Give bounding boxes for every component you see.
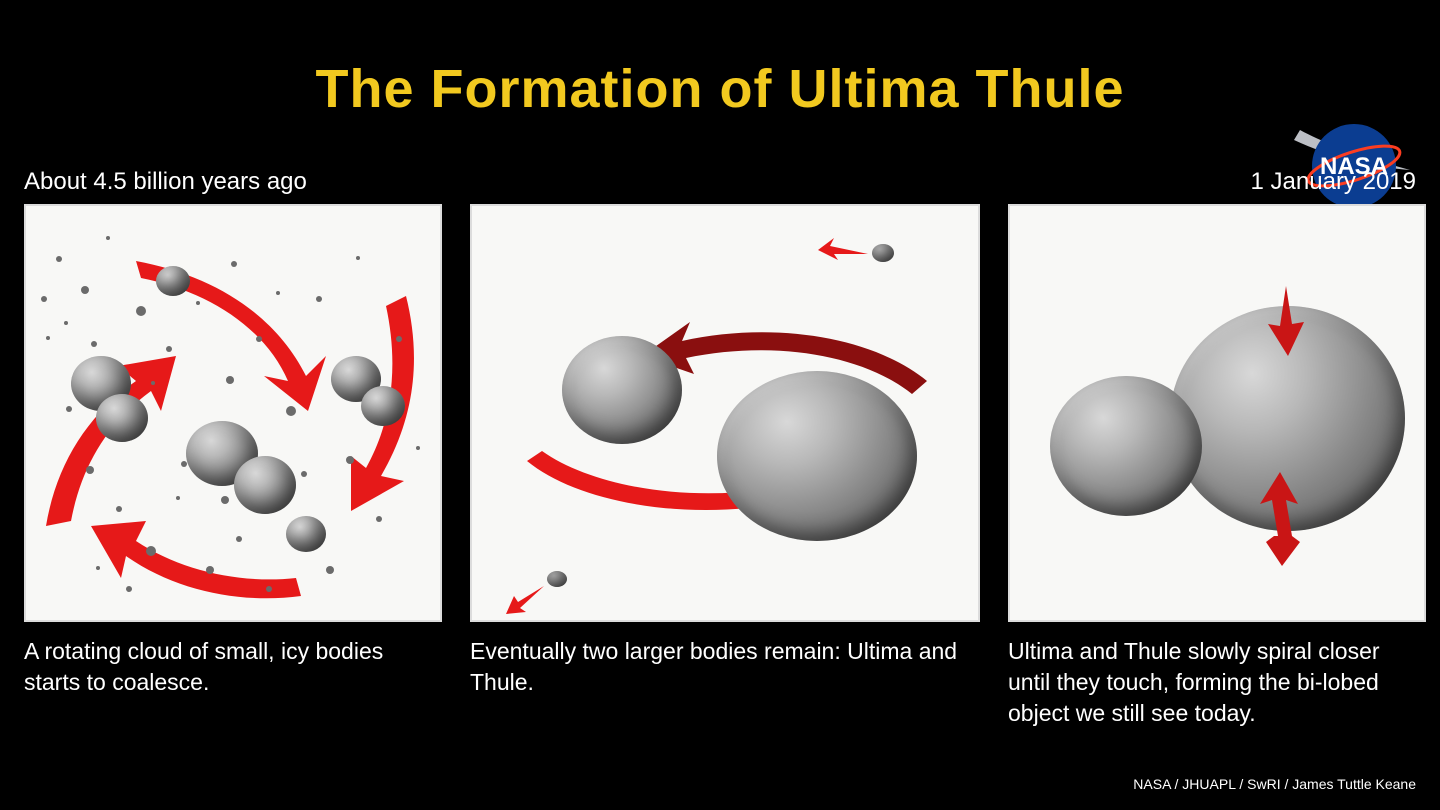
debris-dot: [326, 566, 334, 574]
debris-dot: [231, 261, 237, 267]
debris-dot: [206, 566, 214, 574]
panel-caption: Eventually two larger bodies remain: Ult…: [470, 636, 980, 698]
debris-dot: [106, 236, 110, 240]
rock-body: [96, 394, 148, 442]
debris-dot: [181, 461, 187, 467]
debris-dot: [46, 336, 50, 340]
debris-dot: [346, 456, 354, 464]
debris-dot: [41, 296, 47, 302]
timeline-start-label: About 4.5 billion years ago: [24, 168, 307, 196]
rock-body: [361, 386, 405, 426]
panel-frame: [470, 204, 980, 622]
debris-dot: [166, 346, 172, 352]
debris-dot: [396, 336, 402, 342]
debris-dot: [64, 321, 68, 325]
panel-2-two-bodies: Eventually two larger bodies remain: Ult…: [470, 204, 980, 729]
debris-dot: [301, 471, 307, 477]
debris-dot: [416, 446, 420, 450]
debris-dot: [196, 301, 200, 305]
page-title: The Formation of Ultima Thule: [0, 0, 1440, 120]
debris-dot: [236, 536, 242, 542]
debris-dot: [116, 506, 122, 512]
timeline-row: About 4.5 billion years ago 1 January 20…: [24, 168, 1416, 196]
debris-dot: [176, 496, 180, 500]
debris-dot: [221, 496, 229, 504]
rock-body: [234, 456, 296, 514]
debris-dot: [146, 546, 156, 556]
panel-3-contact-binary: Ultima and Thule slowly spiral closer un…: [1008, 204, 1426, 729]
panels-row: A rotating cloud of small, icy bodies st…: [24, 204, 1416, 729]
panel-caption: Ultima and Thule slowly spiral closer un…: [1008, 636, 1426, 729]
panel-caption: A rotating cloud of small, icy bodies st…: [24, 636, 442, 698]
motion-arrow-icon: [1010, 206, 1426, 622]
debris-dot: [81, 286, 89, 294]
rock-body: [286, 516, 326, 552]
debris-dot: [286, 406, 296, 416]
debris-dot: [126, 586, 132, 592]
debris-dot: [316, 296, 322, 302]
rock-body: [156, 266, 190, 296]
panel-frame: [1008, 204, 1426, 622]
debris-dot: [356, 256, 360, 260]
debris-dot: [96, 566, 100, 570]
debris-dot: [256, 336, 262, 342]
debris-dot: [226, 376, 234, 384]
panel-frame: [24, 204, 442, 622]
debris-dot: [136, 306, 146, 316]
debris-dot: [91, 341, 97, 347]
debris-dot: [276, 291, 280, 295]
debris-dot: [151, 381, 155, 385]
panel-1-cloud: A rotating cloud of small, icy bodies st…: [24, 204, 442, 729]
debris-dot: [376, 516, 382, 522]
debris-dot: [266, 586, 272, 592]
motion-arrow-icon: [472, 206, 980, 622]
nasa-logo: NASA: [1292, 112, 1412, 212]
image-credit: NASA / JHUAPL / SwRI / James Tuttle Kean…: [1133, 776, 1416, 792]
debris-dot: [86, 466, 94, 474]
debris-dot: [56, 256, 62, 262]
debris-dot: [66, 406, 72, 412]
timeline-end-label: 1 January 2019: [1251, 168, 1416, 196]
